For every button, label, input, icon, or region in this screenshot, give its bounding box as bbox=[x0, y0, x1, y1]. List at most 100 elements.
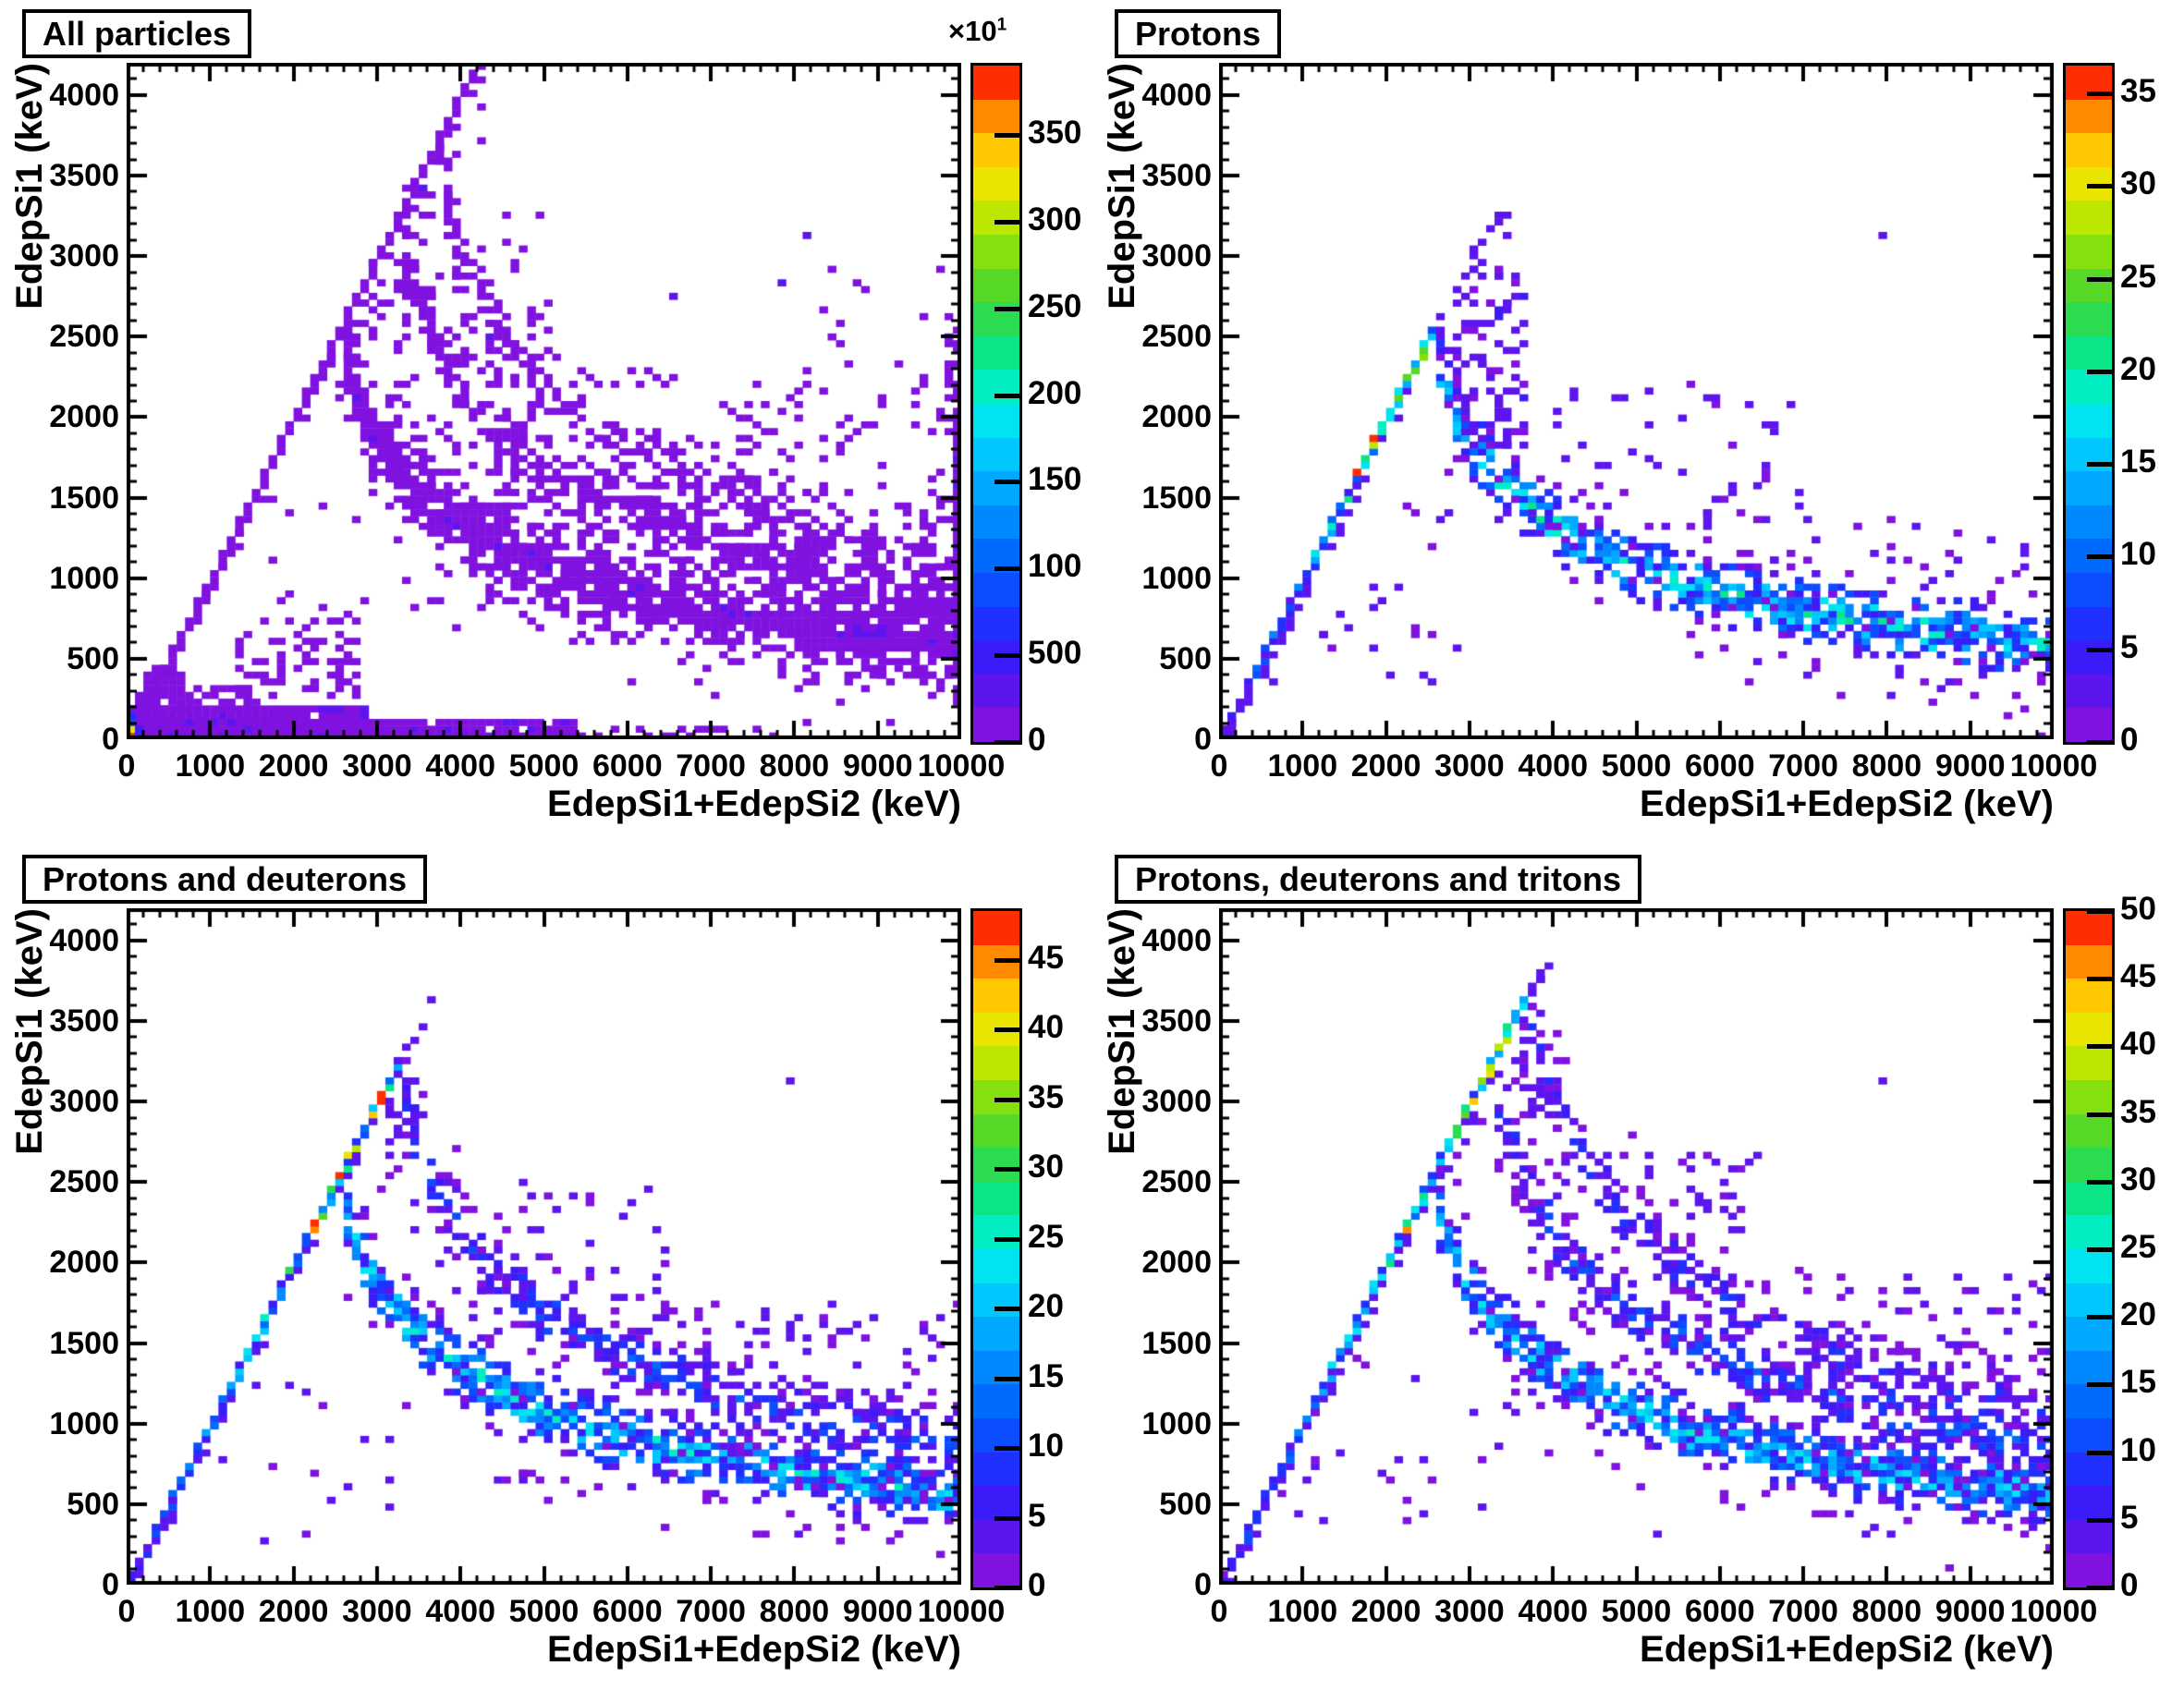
colorbar-tick bbox=[2087, 1382, 2112, 1388]
colorbar-segment bbox=[2066, 1519, 2112, 1554]
colorbar-tick-label: 25 bbox=[2120, 1229, 2156, 1265]
colorbar-tick-label: 5 bbox=[2120, 1499, 2139, 1536]
colorbar-tick-label: 150 bbox=[1028, 461, 1082, 498]
colorbar-segment bbox=[973, 166, 1019, 201]
colorbar-segment bbox=[2066, 1486, 2112, 1521]
colorbar-segment bbox=[973, 471, 1019, 506]
colorbar-segment bbox=[2066, 201, 2112, 236]
colorbar-segment bbox=[973, 404, 1019, 438]
y-tick-label: 1000 bbox=[1141, 560, 1212, 596]
colorbar-segment bbox=[2066, 99, 2112, 134]
x-tick-label: 0 bbox=[117, 1594, 136, 1629]
x-tick-label: 0 bbox=[1210, 1594, 1228, 1629]
colorbar-tick bbox=[2087, 462, 2112, 468]
y-tick-label: 1500 bbox=[1141, 1325, 1212, 1361]
pad-protons-deuterons-tritons: Protons, deuterons and tritons EdepSi1 (k… bbox=[1092, 845, 2184, 1690]
histogram-title: Protons bbox=[1135, 15, 1262, 53]
x-axis-title: EdepSi1+EdepSi2 (keV) bbox=[547, 784, 961, 824]
y-axis-title: EdepSi1 (keV) bbox=[9, 63, 50, 310]
colorbar-segment bbox=[973, 979, 1019, 1014]
colorbar-segment bbox=[973, 1215, 1019, 1250]
colorbar-tick-label: 25 bbox=[1028, 1218, 1064, 1255]
colorbar-segment bbox=[2066, 1148, 2112, 1183]
colorbar-tick-label: 40 bbox=[2120, 1026, 2156, 1063]
colorbar-tick bbox=[994, 393, 1019, 398]
x-tick-label: 4000 bbox=[425, 748, 496, 784]
histogram-canvas bbox=[1219, 63, 2054, 739]
x-tick-label: 10000 bbox=[2009, 748, 2098, 784]
x-tick-label: 1000 bbox=[1267, 748, 1338, 784]
colorbar-tick-label: 25 bbox=[2120, 258, 2156, 295]
colorbar-tick-label: 250 bbox=[1028, 287, 1082, 324]
colorbar-tick-label: 0 bbox=[1028, 722, 1046, 758]
colorbar-segment bbox=[973, 708, 1019, 743]
colorbar-segment bbox=[2066, 1418, 2112, 1453]
colorbar bbox=[970, 63, 1022, 745]
y-axis-title: EdepSi1 (keV) bbox=[9, 908, 50, 1155]
colorbar-tick bbox=[994, 566, 1019, 572]
colorbar-segment bbox=[2066, 505, 2112, 540]
pad-protons: Protons EdepSi1 (keV) EdepSi1+EdepSi2 (keV… bbox=[1092, 0, 2184, 845]
colorbar-segment bbox=[973, 1249, 1019, 1283]
y-tick-label: 1500 bbox=[1141, 480, 1212, 516]
colorbar-segment bbox=[2066, 335, 2112, 371]
colorbar-tick-label: 20 bbox=[2120, 350, 2156, 387]
histogram-canvas bbox=[127, 908, 961, 1585]
colorbar-segment bbox=[973, 606, 1019, 641]
colorbar-tick bbox=[994, 1307, 1019, 1312]
colorbar-segment bbox=[2066, 1080, 2112, 1114]
y-tick-label: 4000 bbox=[1141, 77, 1212, 113]
colorbar-tick bbox=[2087, 184, 2112, 189]
colorbar-segment bbox=[2066, 573, 2112, 607]
colorbar-tick bbox=[2087, 554, 2112, 560]
colorbar bbox=[2063, 63, 2115, 745]
colorbar-segment bbox=[2066, 606, 2112, 641]
y-tick-label: 0 bbox=[1194, 1567, 1212, 1602]
colorbar-tick bbox=[994, 133, 1019, 139]
colorbar-segment bbox=[973, 268, 1019, 303]
colorbar-tick-label: 0 bbox=[1028, 1567, 1046, 1603]
x-tick-label: 6000 bbox=[592, 1594, 663, 1629]
y-tick-label: 3000 bbox=[1141, 238, 1212, 274]
x-tick-label: 7000 bbox=[676, 1594, 746, 1629]
colorbar-tick bbox=[2087, 909, 2112, 914]
colorbar-segment bbox=[2066, 1249, 2112, 1283]
colorbar-segment bbox=[973, 1317, 1019, 1352]
x-tick-label: 8000 bbox=[759, 748, 830, 784]
y-tick-label: 2000 bbox=[49, 1245, 119, 1281]
colorbar-segment bbox=[2066, 133, 2112, 168]
x-tick-label: 7000 bbox=[676, 748, 746, 784]
y-tick-label: 1500 bbox=[49, 1325, 119, 1361]
colorbar-segment bbox=[2066, 1350, 2112, 1385]
y-tick-label: 0 bbox=[102, 1567, 119, 1602]
x-tick-label: 4000 bbox=[1518, 1594, 1589, 1629]
colorbar-segment bbox=[2066, 1215, 2112, 1250]
colorbar-segment bbox=[2066, 1553, 2112, 1588]
x-tick-label: 7000 bbox=[1768, 748, 1838, 784]
colorbar-tick bbox=[2087, 1586, 2112, 1590]
colorbar-segment bbox=[973, 1283, 1019, 1318]
colorbar-segment bbox=[973, 1384, 1019, 1419]
colorbar-tick-label: 15 bbox=[2120, 1364, 2156, 1401]
x-tick-label: 6000 bbox=[592, 748, 663, 784]
pad-protons-deuterons: Protons and deuterons EdepSi1 (keV) EdepSi… bbox=[0, 845, 1092, 1690]
y-axis-title: EdepSi1 (keV) bbox=[1102, 63, 1142, 310]
x-tick-label: 7000 bbox=[1768, 1594, 1838, 1629]
y-tick-label: 3000 bbox=[1141, 1084, 1212, 1120]
colorbar-segment bbox=[973, 133, 1019, 168]
colorbar-tick-label: 35 bbox=[2120, 73, 2156, 110]
y-tick-label: 2500 bbox=[1141, 1164, 1212, 1200]
y-tick-label: 3500 bbox=[49, 1003, 119, 1039]
colorbar-segment bbox=[2066, 235, 2112, 269]
colorbar-segment bbox=[973, 437, 1019, 472]
colorbar-segment bbox=[973, 1148, 1019, 1183]
exponent-base: ×10 bbox=[948, 15, 997, 47]
colorbar-segment bbox=[2066, 1452, 2112, 1487]
colorbar-tick bbox=[2087, 1517, 2112, 1523]
colorbar-segment bbox=[2066, 911, 2112, 945]
colorbar-segment bbox=[973, 201, 1019, 236]
colorbar-segment bbox=[2066, 1317, 2112, 1352]
y-tick-label: 4000 bbox=[1141, 922, 1212, 958]
colorbar-segment bbox=[2066, 1384, 2112, 1419]
x-tick-label: 4000 bbox=[425, 1594, 496, 1629]
